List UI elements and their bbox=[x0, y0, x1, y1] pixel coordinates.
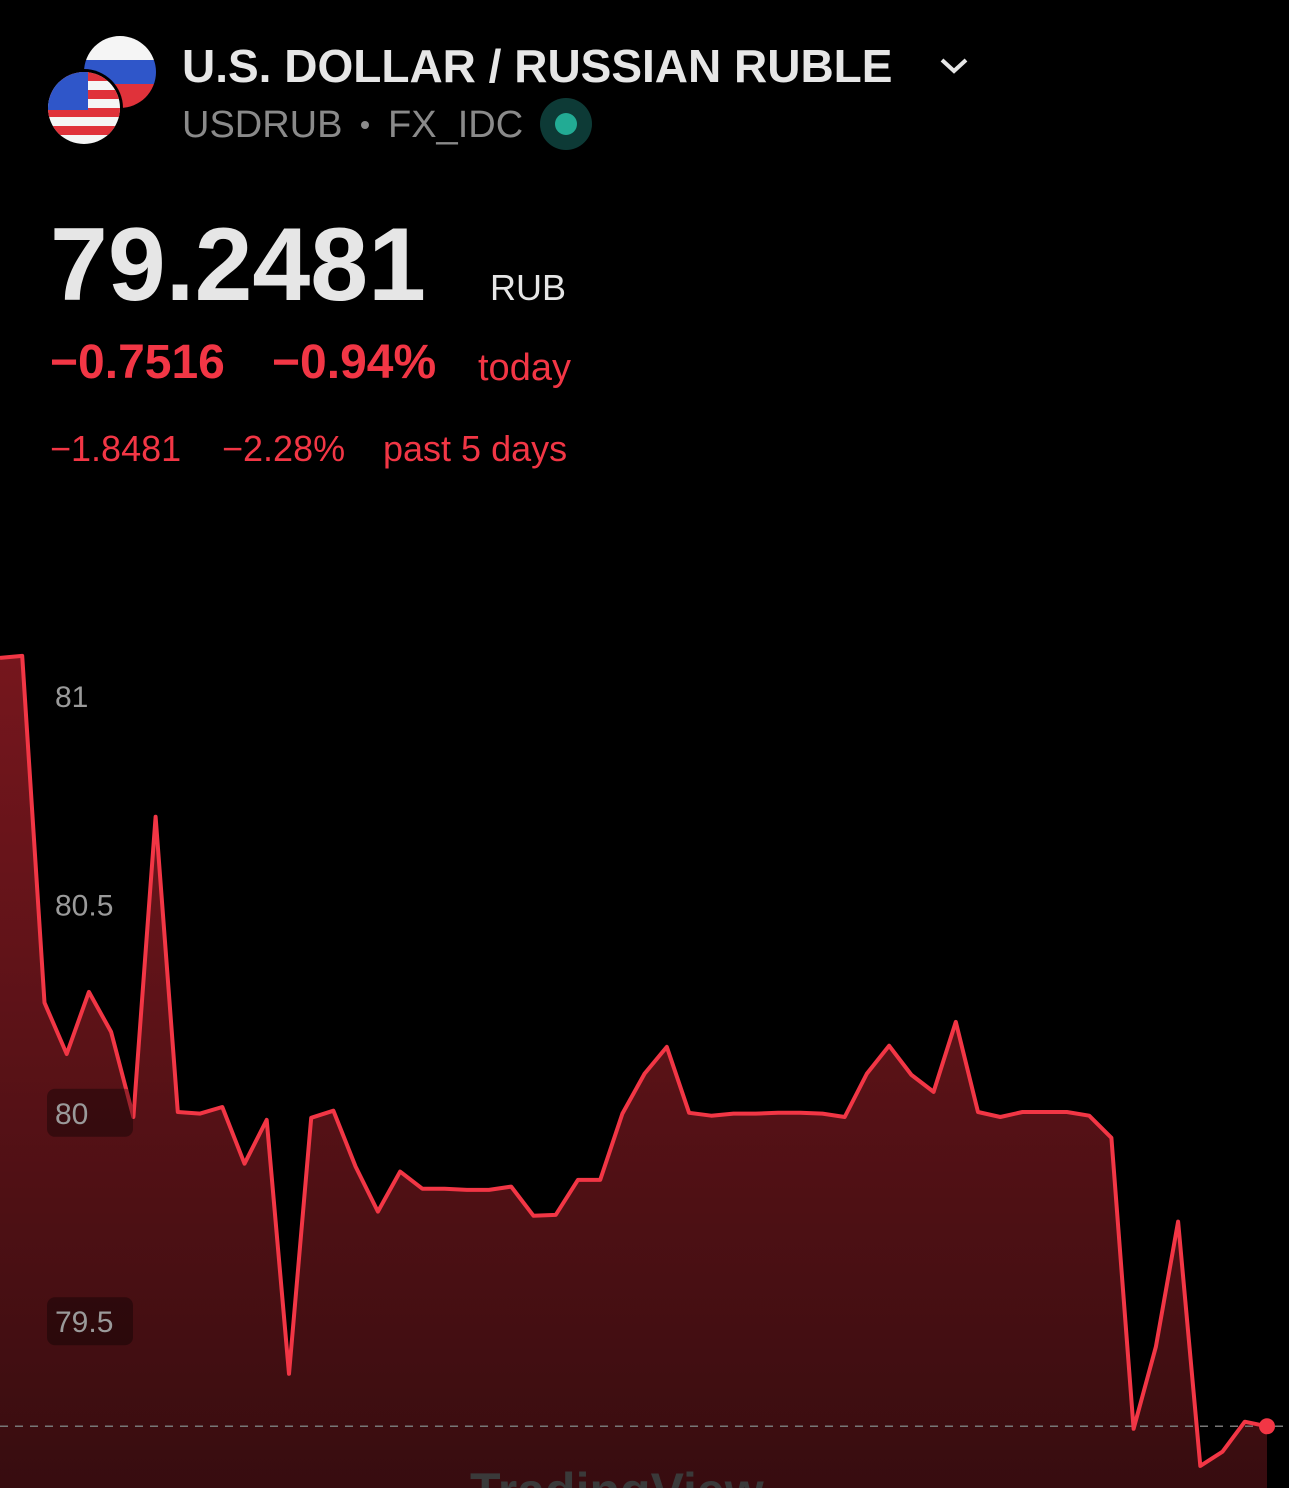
separator bbox=[361, 121, 369, 129]
exchange: FX_IDC bbox=[388, 104, 523, 146]
us-flag bbox=[48, 72, 120, 144]
y-tick-box bbox=[47, 671, 133, 720]
y-tick-label: 81 bbox=[55, 681, 88, 714]
currency: RUB bbox=[490, 267, 566, 308]
period: today bbox=[478, 347, 571, 389]
y-tick-label: 80 bbox=[55, 1098, 88, 1131]
dropdown-icon[interactable] bbox=[940, 58, 968, 74]
y-tick-label: 80.5 bbox=[55, 889, 113, 922]
price-line bbox=[0, 653, 1268, 1468]
watermark: TradingView bbox=[470, 1463, 764, 1488]
price: 79.2481 bbox=[50, 207, 426, 323]
change-pct-5d: −2.28% bbox=[222, 428, 345, 469]
period-5d: past 5 days bbox=[383, 428, 567, 469]
y-tick-box bbox=[47, 1297, 133, 1346]
area-fill bbox=[0, 655, 1267, 1488]
change: −0.7516 bbox=[50, 336, 225, 389]
y-tick-label: 79.5 bbox=[55, 1306, 113, 1339]
status-dot bbox=[555, 113, 577, 135]
symbol: USDRUB bbox=[182, 104, 342, 146]
y-tick-box bbox=[47, 880, 133, 929]
change-pct: −0.94% bbox=[272, 336, 436, 389]
last-point bbox=[1259, 1418, 1275, 1435]
y-tick-box bbox=[47, 1088, 133, 1137]
chart: 79.5 80 80.5 81 bbox=[0, 653, 1289, 1488]
title: U.S. DOLLAR / RUSSIAN RUBLE bbox=[182, 40, 892, 92]
change-5d: −1.8481 bbox=[50, 428, 181, 469]
